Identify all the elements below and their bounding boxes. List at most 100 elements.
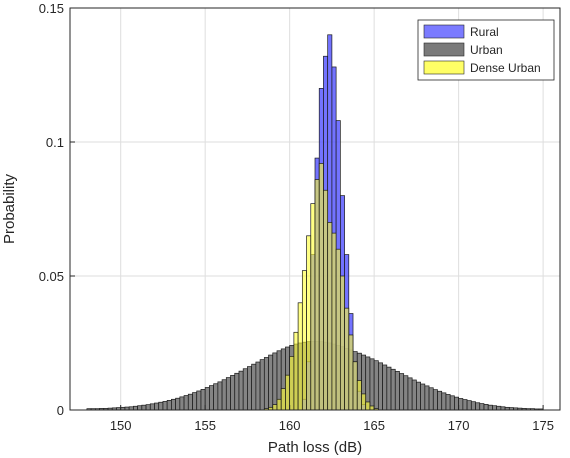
legend-label-dense-urban: Dense Urban — [470, 61, 541, 75]
bar — [310, 203, 316, 411]
bar — [369, 405, 375, 411]
bar — [407, 377, 413, 411]
bar — [394, 371, 400, 411]
bar — [276, 398, 282, 411]
bar — [445, 394, 451, 411]
bar — [297, 302, 303, 411]
bar — [441, 392, 447, 411]
bar — [272, 404, 278, 411]
bar — [238, 370, 244, 411]
bar — [213, 383, 219, 411]
bar — [361, 393, 367, 411]
bar — [335, 248, 341, 411]
x-tick-label: 150 — [110, 418, 132, 433]
bar — [318, 163, 324, 411]
bar — [470, 401, 476, 411]
bar — [289, 356, 295, 411]
bar — [420, 383, 426, 411]
bar — [487, 404, 493, 411]
legend-swatch-urban — [423, 42, 465, 57]
y-axis-title: Probability — [1, 173, 18, 244]
bar — [251, 363, 257, 411]
x-tick-label: 175 — [532, 418, 554, 433]
bar — [175, 397, 181, 411]
bar — [179, 396, 185, 411]
bar — [204, 387, 210, 411]
bar — [378, 362, 383, 411]
bar — [133, 405, 138, 411]
bar — [462, 399, 468, 411]
bar — [314, 179, 320, 411]
bar — [221, 379, 227, 411]
bar — [331, 232, 337, 411]
bar — [230, 375, 236, 411]
bar — [306, 235, 312, 411]
bar — [399, 373, 405, 411]
x-tick-label: 165 — [363, 418, 385, 433]
legend: Rural Urban Dense Urban — [417, 19, 555, 81]
bar — [183, 395, 189, 411]
y-tick-label: 0.05 — [39, 269, 64, 284]
bar — [280, 388, 286, 411]
axis-ticks: 150 155 160 165 170 175 0 0.05 0.1 0.15 — [39, 1, 554, 433]
bar — [479, 403, 485, 411]
bar — [225, 377, 231, 411]
bar — [293, 331, 299, 411]
bar — [411, 379, 417, 411]
bar — [492, 405, 497, 411]
bar — [154, 402, 160, 411]
bar — [301, 270, 307, 411]
bar — [285, 374, 291, 411]
bar — [428, 387, 434, 411]
bar — [263, 357, 269, 411]
y-tick-label: 0.1 — [46, 135, 64, 150]
bar — [382, 364, 388, 411]
plot-area-border — [69, 7, 561, 411]
bar — [369, 358, 375, 411]
bar — [247, 366, 252, 411]
legend-label-urban: Urban — [470, 43, 503, 57]
bar — [339, 275, 345, 411]
bar — [437, 390, 443, 411]
bar — [217, 381, 223, 411]
bar — [483, 404, 489, 411]
bar — [187, 393, 193, 411]
bar — [373, 360, 379, 411]
bar — [209, 385, 214, 411]
bar — [255, 361, 261, 411]
bar — [272, 352, 278, 411]
bar — [403, 375, 409, 411]
bar — [166, 400, 172, 411]
bar — [424, 385, 430, 411]
bar — [242, 368, 248, 411]
bar — [432, 389, 438, 411]
bar — [145, 404, 151, 411]
bar — [390, 368, 396, 411]
bar — [259, 359, 265, 411]
legend-swatch-rural — [423, 24, 465, 39]
bar — [348, 334, 354, 411]
bar — [171, 398, 176, 411]
bar — [162, 401, 168, 411]
bar — [149, 403, 155, 411]
bar — [234, 372, 240, 411]
bar — [200, 389, 206, 411]
bar — [158, 401, 164, 411]
bar — [327, 222, 333, 411]
bar — [141, 404, 147, 411]
bar — [386, 366, 392, 411]
bar — [475, 402, 481, 411]
x-tick-label: 170 — [448, 418, 470, 433]
bar — [196, 390, 202, 411]
bar — [466, 400, 472, 411]
x-tick-label: 155 — [194, 418, 216, 433]
bar — [416, 381, 421, 411]
bar — [496, 405, 502, 411]
x-tick-label: 160 — [279, 418, 301, 433]
bar — [365, 401, 371, 411]
bar — [268, 354, 274, 411]
bar — [449, 395, 455, 411]
y-tick-label: 0 — [57, 403, 64, 418]
bar — [323, 189, 329, 411]
bar — [458, 398, 464, 411]
